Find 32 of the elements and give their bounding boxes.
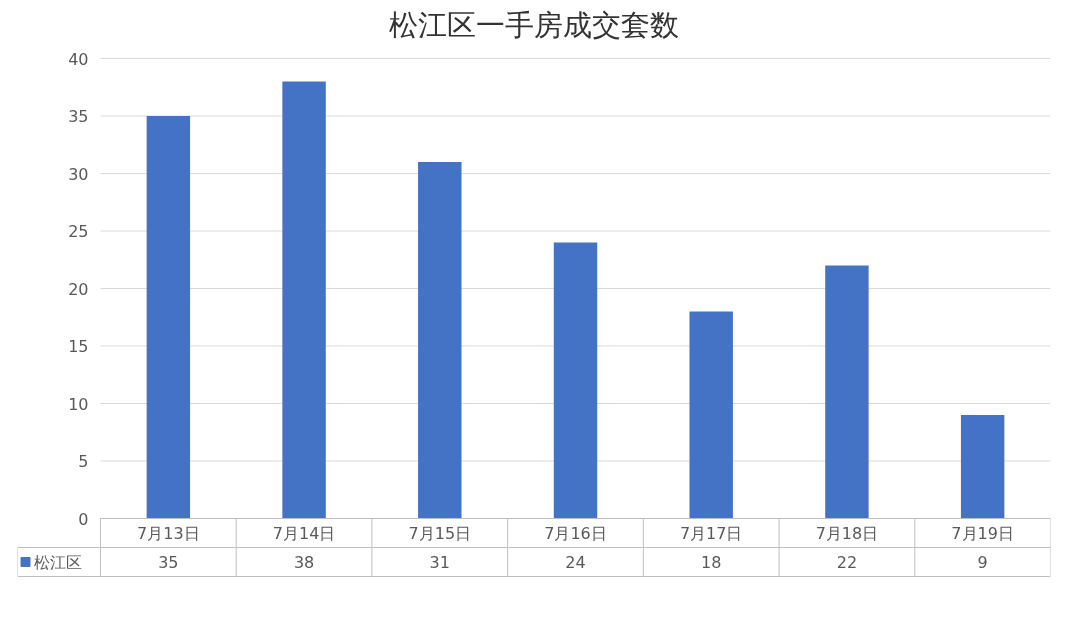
data-label: 35 (158, 553, 179, 572)
y-tick-label: 15 (68, 337, 89, 356)
y-tick-label: 30 (68, 164, 89, 184)
bar (553, 242, 598, 519)
y-tick-label: 35 (68, 107, 89, 126)
y-tick-label: 20 (68, 279, 89, 299)
x-tick-label: 7月19日 (951, 523, 1014, 543)
bar (825, 265, 869, 519)
chart-title: 松江区一手房成交套数 (389, 7, 679, 42)
data-label: 9 (977, 553, 988, 572)
y-tick-label: 0 (78, 509, 89, 529)
data-label: 24 (565, 553, 586, 572)
x-tick-label: 7月15日 (408, 523, 472, 543)
x-tick-label: 7月17日 (679, 523, 743, 543)
bar (146, 116, 191, 519)
data-label: 31 (429, 553, 450, 572)
bar (282, 81, 326, 519)
data-label: 18 (701, 553, 722, 572)
bar (960, 415, 1005, 519)
y-tick-label: 10 (68, 394, 89, 414)
x-tick-label: 7月18日 (815, 523, 879, 543)
data-label: 38 (293, 553, 315, 572)
y-tick-label: 40 (68, 49, 89, 69)
bar (418, 162, 462, 519)
y-tick-label: 5 (78, 452, 89, 471)
y-tick-label: 25 (68, 222, 89, 241)
legend-label: 松江区 (33, 552, 82, 572)
bar (689, 311, 733, 519)
x-tick-label: 7月13日 (137, 523, 200, 543)
x-tick-label: 7月14日 (272, 523, 336, 543)
x-tick-label: 7月16日 (544, 523, 607, 543)
data-label: 22 (836, 553, 858, 572)
